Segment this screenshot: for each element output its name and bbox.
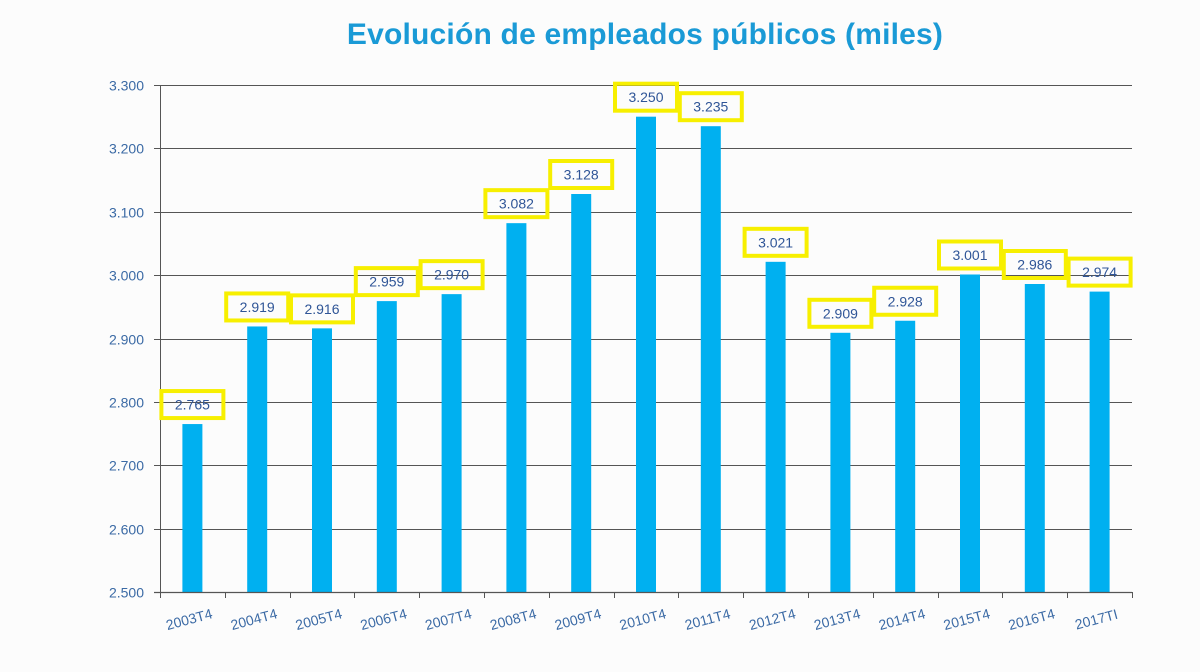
y-tick-label: 3.300: [109, 78, 144, 94]
bar-2009T4: [571, 194, 592, 592]
data-label: 2.974: [1082, 264, 1117, 280]
data-label-box: [1001, 248, 1068, 280]
data-label-box: [224, 291, 291, 323]
data-label-box: [483, 188, 550, 220]
x-tick-label: 2015T4: [942, 605, 992, 633]
data-label: 2.986: [1017, 256, 1052, 272]
y-tick-label: 2.900: [109, 332, 144, 348]
x-tick-label: 2007T4: [423, 605, 473, 633]
data-label-box: [1066, 256, 1133, 288]
bar-2004T4: [247, 326, 268, 592]
data-label-box: [548, 159, 615, 191]
x-axis-tick-labels: 2003T4 2004T4 2005T4 2006T4 2007T4 2008T4 2009…: [164, 605, 1119, 633]
bar-2010T4: [636, 116, 656, 592]
x-tick-label: 2014T4: [877, 605, 927, 633]
data-label: 2.970: [434, 267, 469, 283]
data-label: 2.959: [369, 274, 404, 290]
x-tick-label: 2005T4: [294, 605, 344, 633]
data-label: 2.765: [175, 397, 210, 413]
bar-2012T4: [765, 261, 786, 592]
data-label: 2.909: [823, 305, 858, 321]
axes: [154, 85, 1133, 598]
bar-2005T4: [312, 328, 332, 592]
bar-2017TI: [1089, 291, 1110, 592]
data-label-box: [742, 226, 809, 258]
x-tick-label: 2013T4: [812, 605, 862, 633]
x-tick-label: 2012T4: [747, 605, 797, 633]
data-label-box: [677, 91, 744, 123]
data-label: 3.082: [499, 196, 534, 212]
bar-2006T4: [376, 301, 397, 592]
x-tick-label: 2017TI: [1073, 606, 1119, 633]
x-tick-label: 2011T4: [683, 605, 732, 633]
data-labels: 2.765 2.919 2.916 2.959 2.970 3.082 3.128 3.250…: [159, 81, 1133, 421]
bar-2015T4: [960, 274, 980, 592]
x-tick-label: 2004T4: [229, 605, 279, 633]
x-tick-label: 2006T4: [359, 605, 409, 633]
y-tick-label: 3.200: [109, 141, 144, 157]
x-tick-label: 2010T4: [618, 605, 668, 633]
bar-2011T4: [700, 126, 721, 592]
data-label-box: [613, 81, 679, 113]
data-label: 3.250: [628, 89, 663, 105]
bar-2007T4: [441, 294, 462, 592]
data-label: 2.928: [888, 293, 923, 309]
y-axis-tick-labels: 2.500 2.600 2.700 2.800 2.900 3.000 3.100 3.200…: [109, 78, 144, 601]
y-tick-label: 3.100: [109, 205, 144, 221]
y-tick-label: 2.500: [109, 585, 144, 601]
data-label-box: [353, 266, 420, 298]
data-label-box: [937, 239, 1003, 271]
y-tick-label: 2.700: [109, 458, 144, 474]
bar-2013T4: [830, 332, 851, 592]
data-label-box: [418, 259, 485, 291]
data-label: 2.916: [304, 301, 339, 317]
data-label-box: [807, 297, 874, 329]
x-tick-label: 2016T4: [1007, 605, 1057, 633]
data-label: 3.021: [758, 234, 793, 250]
data-label: 3.235: [693, 99, 728, 115]
data-label: 3.128: [564, 167, 599, 183]
bar-2016T4: [1024, 283, 1045, 592]
y-tick-label: 2.600: [109, 522, 144, 538]
y-tick-label: 3.000: [109, 268, 144, 284]
data-label-box: [872, 285, 939, 317]
data-label: 2.919: [240, 299, 275, 315]
data-label-box: [289, 293, 355, 325]
bar-2008T4: [506, 223, 527, 592]
bars: [182, 116, 1110, 592]
x-tick-label: 2009T4: [553, 605, 603, 633]
bar-2014T4: [895, 320, 916, 592]
x-tick-label: 2003T4: [164, 605, 214, 633]
data-label: 3.001: [952, 247, 987, 263]
bar-2003T4: [182, 424, 203, 592]
x-tick-label: 2008T4: [488, 605, 538, 633]
chart-title: Evolución de empleados públicos (miles): [346, 18, 944, 51]
data-label-box: [159, 389, 226, 421]
y-tick-label: 2.800: [109, 395, 144, 411]
